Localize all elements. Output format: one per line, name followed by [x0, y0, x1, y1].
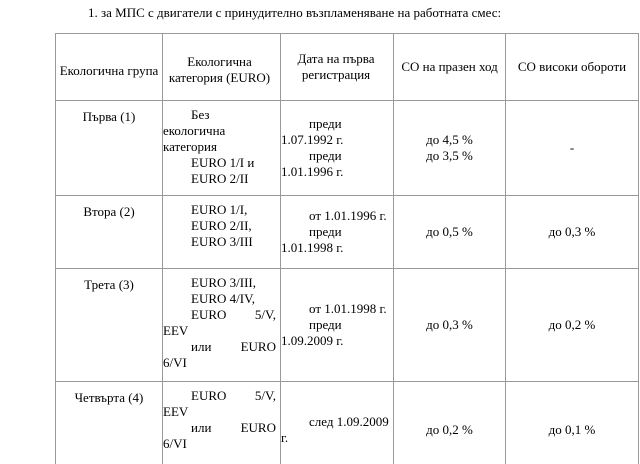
table-cell: Трета (3) [55, 268, 163, 382]
cell-line: Първа (1) [82, 109, 136, 124]
cell-line: от 1.01.1996 г. [309, 208, 387, 223]
table-cell: до 0,2 % [393, 381, 506, 464]
table-cell: до 0,3 % [393, 268, 506, 382]
cell-line: CO високи обороти [517, 59, 627, 74]
table-row: Четвърта (4) EURO 5/V, EEV или EURO 6/VI след… [55, 381, 639, 464]
table-cell: преди 1.07.1992 г. преди 1.01.1996 г. [280, 100, 394, 196]
cell-line: от 1.01.1998 г. [309, 301, 387, 316]
cell-line: екологична [163, 123, 226, 138]
table-cell: Втора (2) [55, 195, 163, 269]
cell-line: Втора (2) [83, 204, 135, 219]
cell-line: до 0,1 % [548, 422, 596, 437]
cell-line: до 0,3 % [426, 317, 473, 332]
cell-line: до 0,3 % [548, 224, 596, 239]
table-cell: от 1.01.1996 г. преди 1.01.1998 г. [280, 195, 394, 269]
cell-line: 1.07.1992 г. [281, 132, 344, 147]
cell-line: до 0,2 % [426, 422, 473, 437]
cell-line: - [569, 140, 575, 155]
table-cell: до 0,5 % [393, 195, 506, 269]
cell-line: CO на празен ход [401, 59, 498, 74]
cell-line: до 3,5 % [426, 148, 473, 163]
table-cell: Без екологична категория EURO 1/I и EURO 2/I… [162, 100, 281, 196]
table-cell: CO на празен ход [393, 33, 506, 101]
table-cell: след 1.09.2009 г. [280, 381, 394, 464]
cell-line: 6/VI [163, 355, 187, 370]
table-cell: - [505, 100, 639, 196]
cell-line: преди [309, 317, 342, 332]
heading: 1. за МПС с двигатели с принудително въз… [88, 5, 502, 20]
cell-line: до 0,2 % [548, 317, 596, 332]
cell-line: Без [191, 107, 210, 122]
cell-line: EURO 3/III, [191, 275, 256, 290]
table-cell: EURO 1/I, EURO 2/II, EURO 3/III [162, 195, 281, 269]
cell-line: Четвърта (4) [74, 390, 144, 405]
table-cell: EURO 3/III, EURO 4/IV, EURO 5/V, EEV или EUR… [162, 268, 281, 382]
cell-line: преди [309, 116, 342, 131]
cell-line: EURO 4/IV, [191, 291, 256, 306]
cell-line: EURO 3/III [191, 234, 253, 249]
table-cell: до 0,3 % [505, 195, 639, 269]
cell-line: 1.09.2009 г. [281, 333, 344, 348]
table-cell: от 1.01.1998 г. преди 1.09.2009 г. [280, 268, 394, 382]
table-row: Първа (1) Без екологична категория EURO 1/I … [55, 100, 639, 196]
table-row: Екологична група Екологична категория (EUR… [55, 33, 639, 101]
cell-line: 1.01.1998 г. [281, 240, 344, 255]
cell-line: Трета (3) [84, 277, 134, 292]
cell-line: EURO 2/II, [191, 218, 252, 233]
cell-line: EURO 5/V, [191, 307, 276, 322]
cell-line: EURO 1/I и [191, 155, 255, 170]
cell-line: 1.01.1996 г. [281, 164, 344, 179]
table-cell: Екологична група [55, 33, 163, 101]
table-cell: до 4,5 % до 3,5 % [393, 100, 506, 196]
cell-line: преди [309, 224, 342, 239]
emissions-table: Екологична група Екологична категория (EUR… [55, 33, 639, 464]
table-cell: Екологична категория (EURO) [162, 33, 281, 101]
table-cell: EURO 5/V, EEV или EURO 6/VI [162, 381, 281, 464]
cell-line: регистрация [301, 67, 371, 82]
cell-line: EURO 1/I, [191, 202, 248, 217]
table-row: Втора (2) EURO 1/I, EURO 2/II, EURO 3/III от… [55, 195, 639, 269]
cell-line: Дата на първа [297, 51, 375, 66]
cell-line: Екологична [187, 54, 252, 69]
cell-line: г. [281, 430, 289, 445]
cell-line: EEV [163, 323, 189, 338]
table-cell: CO високи обороти [505, 33, 639, 101]
table-cell: Първа (1) [55, 100, 163, 196]
cell-line: до 0,5 % [426, 224, 473, 239]
cell-line: до 4,5 % [426, 132, 473, 147]
cell-line: EURO 2/II [191, 171, 249, 186]
cell-line: след 1.09.2009 [309, 414, 389, 429]
table-cell: Дата на първа регистрация [280, 33, 394, 101]
table-cell: Четвърта (4) [55, 381, 163, 464]
cell-line: категория [163, 139, 217, 154]
cell-line: EEV [163, 404, 189, 419]
cell-line: EURO 5/V, [191, 388, 276, 403]
table-cell: до 0,2 % [505, 268, 639, 382]
cell-line: или EURO [191, 339, 276, 354]
cell-line: или EURO [191, 420, 276, 435]
cell-line: 6/VI [163, 436, 187, 451]
cell-line: категория (EURO) [168, 70, 271, 85]
cell-line: преди [309, 148, 342, 163]
table-row: Трета (3) EURO 3/III, EURO 4/IV, EURO 5/V, E… [55, 268, 639, 382]
table-cell: до 0,1 % [505, 381, 639, 464]
cell-line: Екологична група [59, 63, 159, 78]
